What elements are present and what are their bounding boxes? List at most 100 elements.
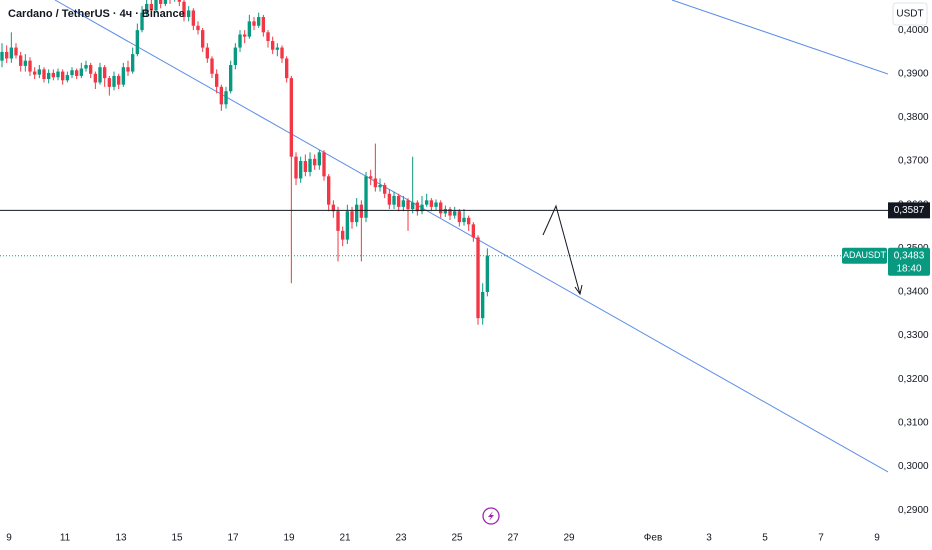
candle-body (415, 202, 420, 212)
currency-label: USDT (896, 9, 923, 20)
y-tick-label: 0,3000 (898, 461, 929, 472)
candle-body (121, 67, 126, 85)
candle-body (467, 217, 471, 225)
candle-body (116, 75, 121, 85)
candle-body (14, 47, 18, 56)
candle-body (28, 60, 32, 72)
x-tick-label: 21 (339, 533, 351, 544)
candle-body (462, 217, 466, 223)
candle-body (163, 0, 168, 4)
candle-body (74, 70, 79, 76)
countdown-label: 18:40 (896, 263, 921, 274)
candle-body (406, 200, 410, 210)
x-tick-label: 15 (171, 533, 183, 544)
candle-body (485, 255, 490, 292)
candle-body (233, 47, 238, 66)
chart-title: Cardano / TetherUS · 4ч · Binance (8, 8, 185, 20)
x-tick-label: 5 (762, 533, 768, 544)
candle-body (9, 47, 14, 59)
candle-body (140, 12, 144, 31)
symbol-tag (842, 247, 887, 264)
candle-body (359, 204, 364, 218)
candle-body (224, 91, 228, 105)
candle-body (448, 209, 452, 216)
candle-body (369, 176, 373, 179)
candle-body (383, 185, 387, 194)
x-tick-label: 27 (507, 533, 519, 544)
trend-line (671, 0, 888, 75)
candle-body (420, 204, 424, 212)
candle-body (200, 30, 205, 48)
y-tick-label: 0,3200 (898, 374, 929, 385)
candle-body (51, 72, 56, 78)
candle-body (392, 195, 396, 205)
x-tick-label: 9 (6, 533, 12, 544)
price-line-tag (888, 202, 930, 219)
candle-body (317, 152, 322, 166)
candle-body (144, 3, 149, 13)
candle-body (56, 71, 60, 78)
candle-body (158, 0, 163, 4)
x-tick-label: 17 (227, 533, 239, 544)
candle-body (247, 21, 252, 37)
arrow-head (574, 284, 583, 296)
x-tick-label: 23 (395, 533, 407, 544)
x-tick-label: 25 (451, 533, 463, 544)
candle-body (4, 51, 9, 59)
currency-box[interactable] (892, 2, 928, 26)
candle-body (252, 21, 256, 26)
candle-body (210, 58, 214, 74)
candle-body (243, 34, 247, 37)
candle-body (88, 65, 93, 74)
candle-body (205, 47, 210, 59)
candle-body (261, 17, 266, 33)
x-tick-label: 9 (874, 533, 880, 544)
symbol-label: ADAUSDT (843, 250, 887, 260)
candle-body (186, 10, 191, 18)
y-tick-label: 0,3100 (898, 418, 929, 429)
candle-body (443, 209, 448, 214)
candle-body (294, 156, 298, 179)
y-tick-label: 0,3400 (898, 287, 929, 298)
candle-body (32, 71, 37, 75)
candle-body (299, 161, 303, 179)
trend-line (54, 0, 888, 473)
candle-body (453, 211, 457, 216)
candle-body (177, 0, 182, 2)
candle-body (411, 202, 415, 210)
x-tick-label: 13 (115, 533, 127, 544)
candle-body (266, 32, 270, 42)
candle-body (275, 47, 280, 50)
candle-body (60, 71, 65, 81)
y-tick-label: 0,3300 (898, 330, 929, 341)
lightning-icon (488, 511, 494, 521)
x-tick-label: Фев (644, 533, 662, 544)
candle-body (219, 86, 224, 105)
candle-body (476, 237, 480, 319)
candle-body (280, 47, 284, 59)
candle-body (285, 58, 289, 79)
candle-body (257, 17, 261, 26)
candle-body (378, 185, 382, 188)
candle-body (331, 204, 336, 212)
candle-body (439, 202, 443, 214)
candle-body (471, 224, 476, 238)
candle-body (196, 25, 200, 31)
candle-body (345, 211, 350, 240)
candle-body (79, 68, 84, 76)
candle-body (37, 69, 42, 75)
candle-body (46, 72, 51, 79)
candle-body (182, 1, 186, 18)
x-tick-label: 7 (818, 533, 824, 544)
candle-body (149, 3, 154, 11)
y-tick-label: 0,3800 (898, 112, 929, 123)
candle-body (135, 30, 140, 55)
candle-body (93, 73, 98, 83)
last-price-tag (888, 247, 930, 276)
candle-body (130, 54, 135, 72)
y-tick-label: 0,4000 (898, 25, 929, 36)
candle-body (397, 195, 401, 207)
candle-body (350, 211, 354, 223)
y-tick-label: 0,3700 (898, 156, 929, 167)
